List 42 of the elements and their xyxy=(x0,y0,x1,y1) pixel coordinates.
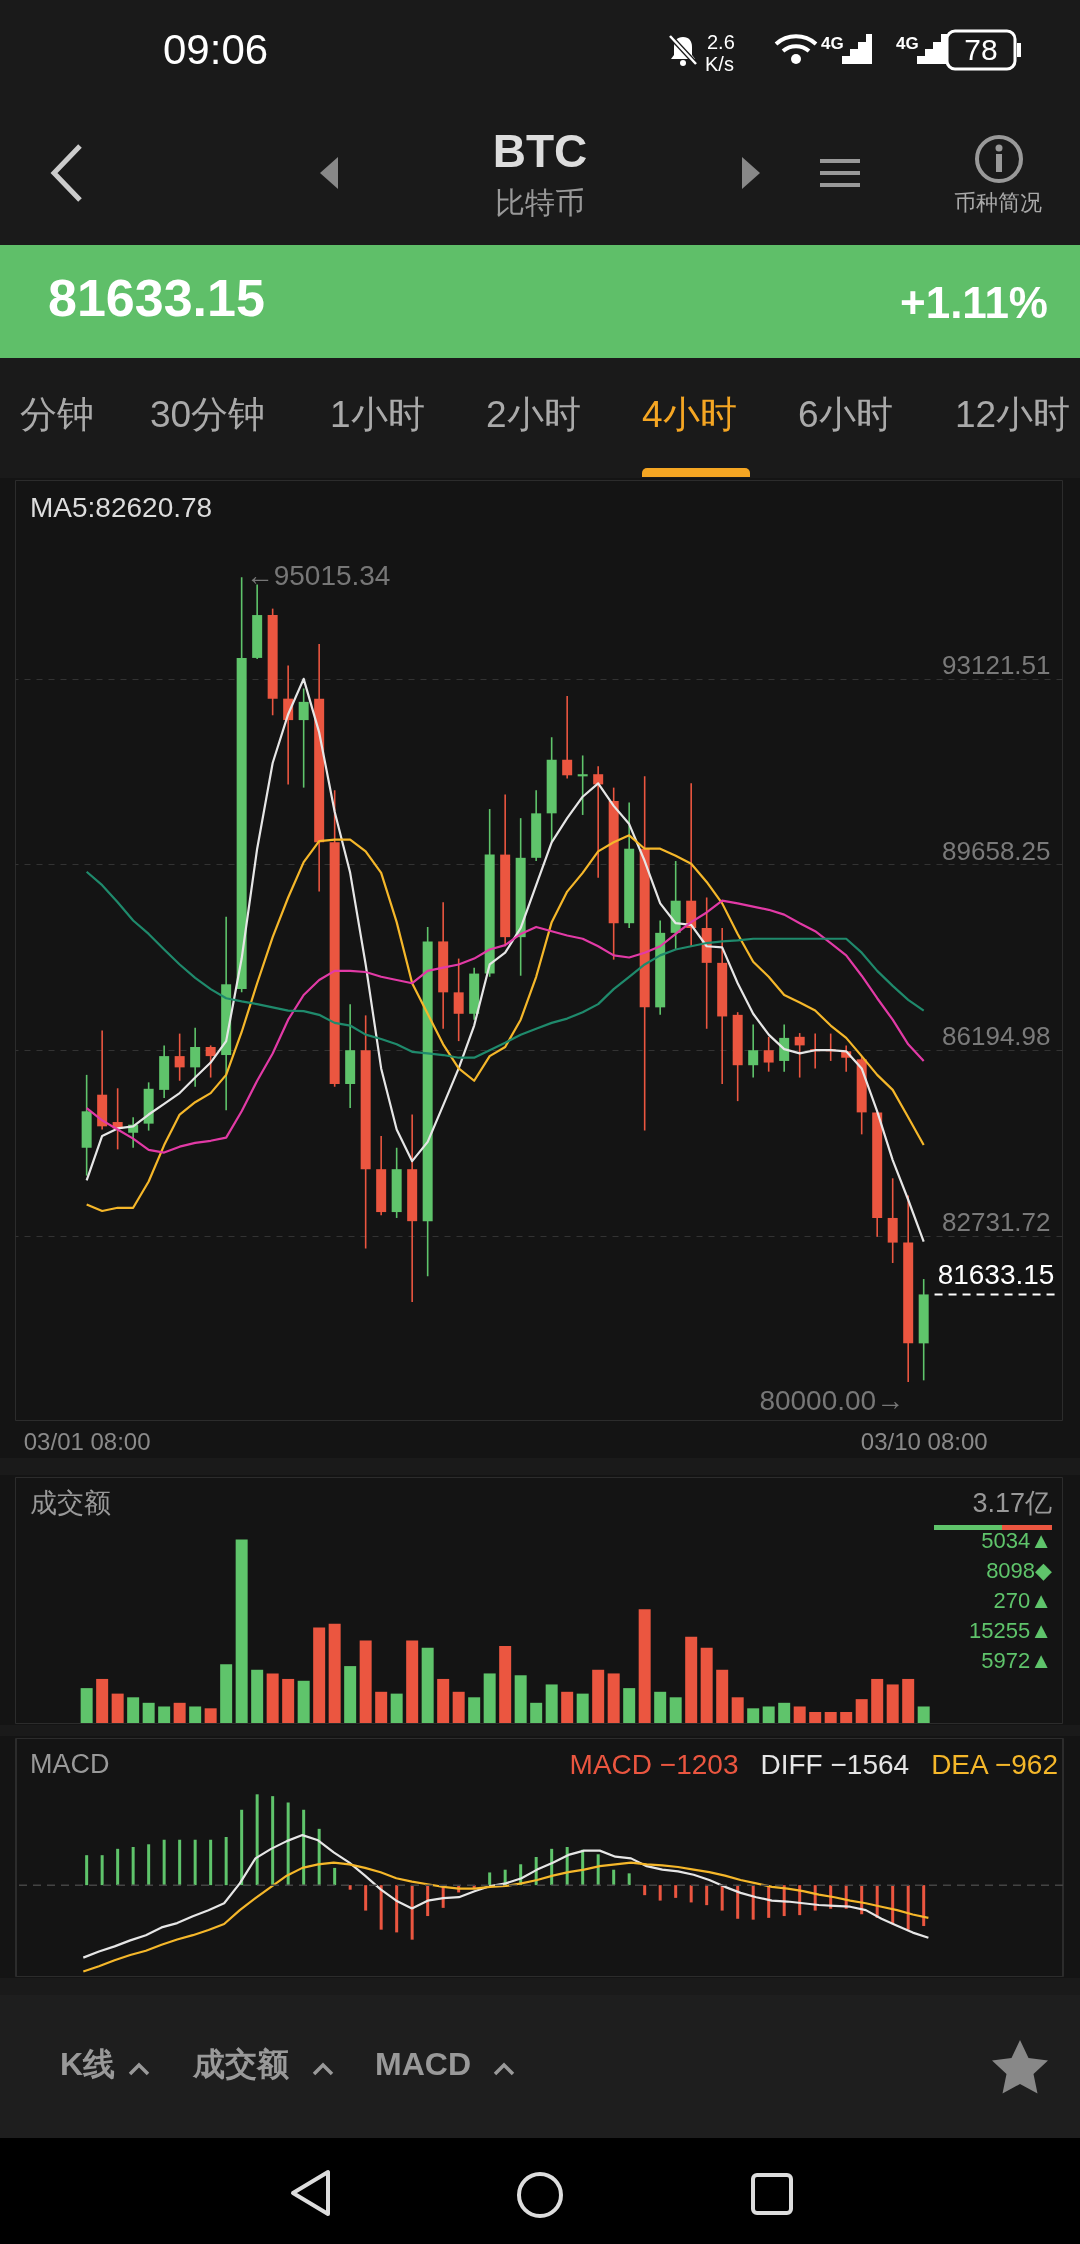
chart-title: 成交额 xyxy=(30,1488,111,1519)
text: DEA −962 xyxy=(931,1749,1058,1781)
text: 分钟 xyxy=(20,394,94,436)
y-tick-label: 86194.98 xyxy=(942,1021,1051,1052)
text: 4G xyxy=(896,34,919,54)
text: 8098◆ xyxy=(986,1558,1052,1584)
x-tick-label: 03/01 08:00 xyxy=(23,1427,151,1455)
text: 4小时 xyxy=(642,394,737,436)
text: MACD xyxy=(375,2046,471,2083)
text: DIFF −1564 xyxy=(760,1749,910,1781)
chart-title: MACD xyxy=(30,1749,110,1780)
annotation: MA5:82620.78 xyxy=(30,492,213,524)
y-tick-label: 93121.51 xyxy=(942,650,1051,681)
text: 2小时 xyxy=(486,394,581,436)
text: 5972▲ xyxy=(981,1648,1052,1674)
y-tick-label: 89658.25 xyxy=(942,835,1051,866)
chart-title: BTC xyxy=(491,125,589,177)
text: 09:06 xyxy=(163,26,269,74)
x-tick-label: 03/10 08:00 xyxy=(860,1427,988,1455)
text: 2.6 xyxy=(707,31,735,53)
annotation: 80000.00→ xyxy=(759,1384,905,1416)
text: 4G xyxy=(821,34,844,54)
text: +1.11% xyxy=(899,278,1048,328)
text: 5034▲ xyxy=(981,1528,1052,1554)
text: K线 xyxy=(60,2046,116,2083)
text: 12小时 xyxy=(955,394,1071,436)
text: 成交额 xyxy=(193,2046,289,2083)
text: MACD −1203 xyxy=(569,1749,739,1781)
text: 1小时 xyxy=(330,394,425,436)
ref-line-label: 81633.15 xyxy=(937,1259,1055,1291)
text: 270▲ xyxy=(993,1588,1052,1614)
text: 6小时 xyxy=(798,394,893,436)
text: 币种简况 xyxy=(953,190,1043,216)
text: 78 xyxy=(963,33,999,66)
chart-subtitle: 比特币 xyxy=(495,186,585,219)
text: K/s xyxy=(705,53,734,75)
text: 3.17亿 xyxy=(972,1488,1052,1519)
text: 81633.15 xyxy=(48,269,265,328)
text: 15255▲ xyxy=(969,1618,1052,1644)
text: 30分钟 xyxy=(150,394,266,436)
annotation: ←95015.34 xyxy=(245,560,391,592)
y-tick-label: 82731.72 xyxy=(942,1207,1051,1238)
